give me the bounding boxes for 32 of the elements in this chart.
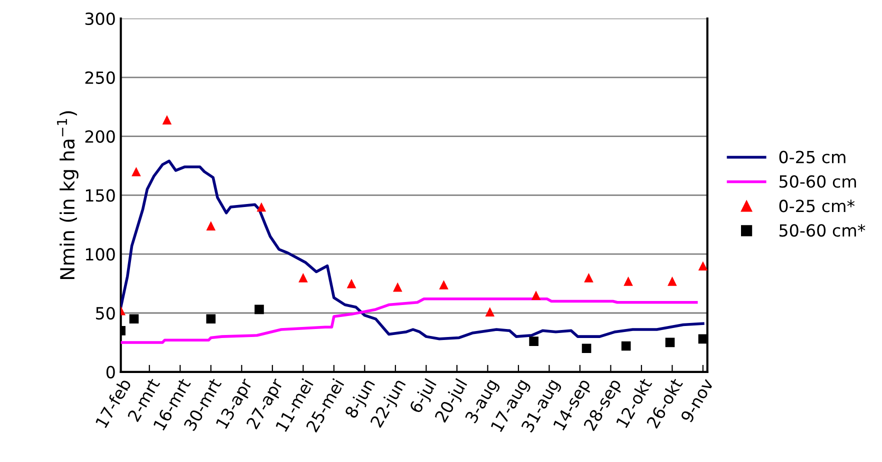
legend-label: 50-60 cm* (780, 224, 866, 237)
y-tick-label: 200 (85, 130, 115, 143)
point (439, 280, 448, 290)
point (698, 261, 708, 271)
point (256, 202, 266, 212)
point (206, 221, 216, 230)
point (621, 341, 631, 351)
y-tick-label: 0 (106, 366, 115, 378)
point (529, 336, 538, 346)
point (531, 290, 541, 300)
point (298, 273, 308, 282)
y-tick-label: 300 (85, 12, 115, 26)
point (254, 304, 264, 314)
legend-label: 50-60 cm (780, 175, 856, 188)
point (485, 307, 495, 316)
legend-label: 0-25 cm (779, 150, 846, 164)
legend-label: 0-25 cm* (779, 200, 855, 212)
point (206, 314, 216, 324)
y-tick-label: 250 (85, 71, 115, 84)
point (162, 115, 172, 124)
point (584, 273, 594, 282)
y-tick-label: 150 (86, 189, 115, 202)
y-tick-label: 50 (96, 306, 115, 320)
point (698, 334, 708, 344)
y-tick-label: 100 (86, 248, 115, 261)
y-axis-title: Nmin (in kg ha$^{−1}$) (57, 111, 78, 279)
point (346, 278, 356, 288)
point (582, 344, 592, 354)
point (665, 338, 675, 348)
point (624, 276, 633, 286)
point (668, 276, 677, 286)
point (392, 282, 402, 292)
